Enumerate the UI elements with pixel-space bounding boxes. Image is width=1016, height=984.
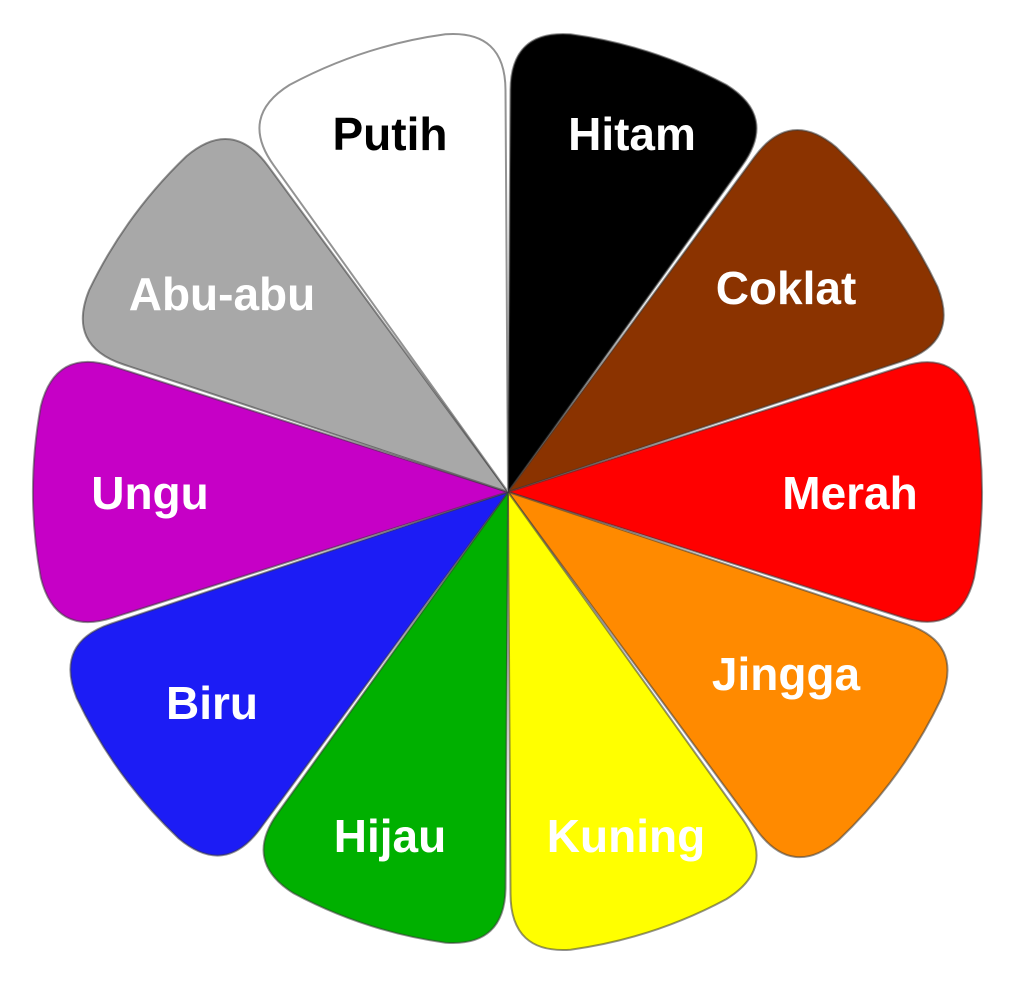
segment-biru (69, 491, 509, 857)
label-jingga: Jingga (712, 648, 861, 700)
label-merah: Merah (782, 467, 917, 519)
label-putih: Putih (333, 108, 448, 160)
segment-ungu (31, 360, 509, 624)
segment-labels: Hitam Coklat Merah Jingga Kuning Hijau Biru Ung… (91, 108, 918, 862)
label-kuning: Kuning (547, 810, 705, 862)
segment-hitam (507, 33, 758, 493)
segments (31, 33, 983, 951)
segment-abu-abu (81, 137, 509, 493)
label-biru: Biru (166, 677, 258, 729)
label-abu-abu: Abu-abu (129, 268, 316, 320)
segment-merah (507, 361, 983, 623)
segment-jingga (507, 491, 949, 859)
label-hitam: Hitam (568, 108, 696, 160)
label-ungu: Ungu (91, 467, 209, 519)
label-coklat: Coklat (716, 262, 857, 314)
segment-hijau (262, 491, 509, 944)
segment-coklat (507, 129, 945, 493)
segment-kuning (507, 491, 758, 951)
label-hijau: Hijau (334, 810, 446, 862)
segment-putih (258, 33, 509, 493)
